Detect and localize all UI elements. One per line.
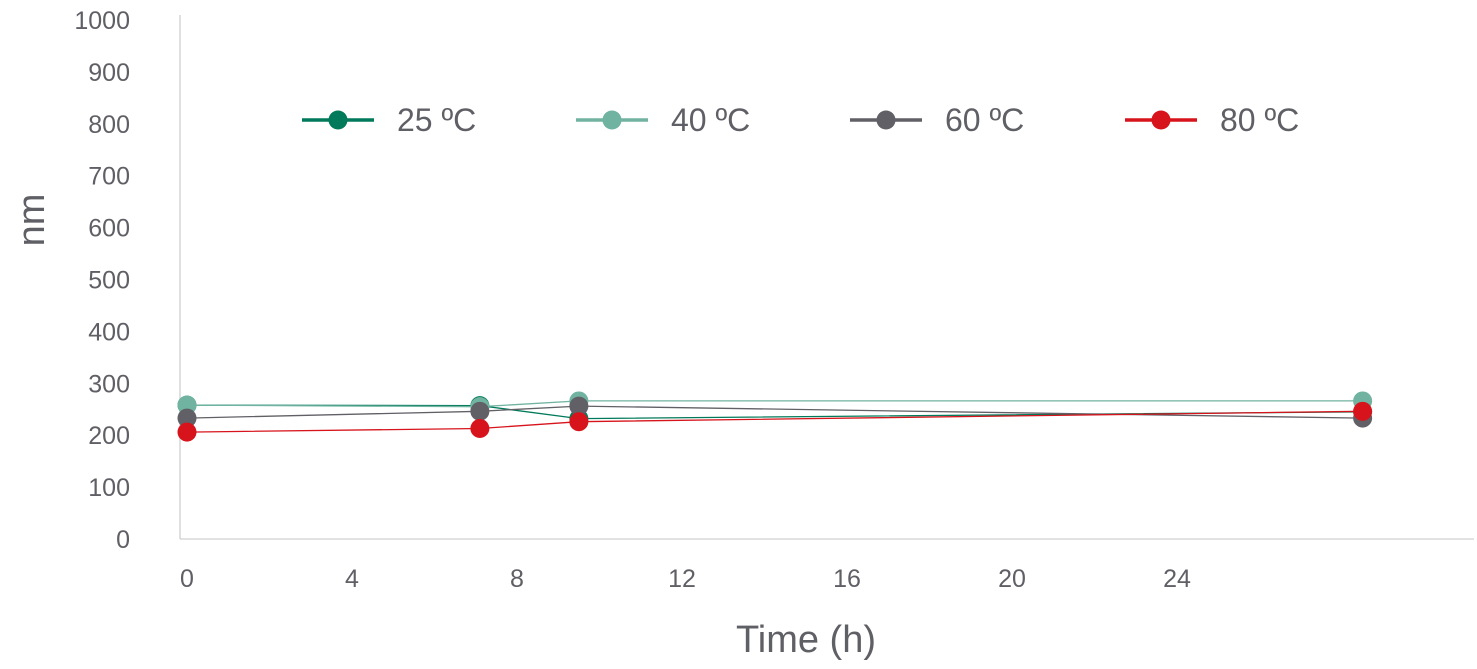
x-tick-label: 4 <box>345 565 359 593</box>
y-tick-label: 100 <box>88 474 130 502</box>
series-line <box>186 404 1363 420</box>
legend-item: 25 ºC <box>302 102 476 138</box>
legend-marker <box>328 110 348 130</box>
legend-item: 80 ºC <box>1125 102 1299 138</box>
legend-label: 60 ºC <box>945 102 1024 138</box>
data-point <box>569 412 589 432</box>
data-point <box>470 401 490 421</box>
series-2 <box>177 391 1373 417</box>
x-tick-label: 12 <box>668 565 696 593</box>
y-tick-label: 0 <box>116 526 130 554</box>
x-tick-label: 20 <box>998 565 1026 593</box>
legend-marker <box>602 110 622 130</box>
series-line <box>186 405 1363 419</box>
x-tick-label: 0 <box>180 565 194 593</box>
y-tick-label: 200 <box>88 422 130 450</box>
tick-labels: 0 100 200 300 400 500 600 700 800 900 1000 0 4 8 12 16 2… <box>74 7 1191 593</box>
y-tick-label: 500 <box>88 267 130 295</box>
axes <box>179 15 1474 540</box>
y-axis-title: nm <box>11 194 53 247</box>
x-axis-title: Time (h) <box>736 619 876 661</box>
legend-label: 25 ºC <box>397 102 476 138</box>
legend-label: 40 ºC <box>671 102 750 138</box>
y-tick-label: 600 <box>88 215 130 243</box>
legend-marker <box>1151 110 1171 130</box>
data-point <box>1353 401 1373 421</box>
data-point <box>569 396 589 416</box>
legend-label: 80 ºC <box>1220 102 1299 138</box>
series-lines <box>177 391 1373 442</box>
y-tick-label: 700 <box>88 163 130 191</box>
y-tick-label: 800 <box>88 111 130 139</box>
y-tick-label: 900 <box>88 59 130 87</box>
x-tick-label: 16 <box>833 565 861 593</box>
series-4 <box>177 401 1373 442</box>
legend: 25 ºC 40 ºC 60 ºC 80 ºC <box>302 102 1299 138</box>
legend-marker <box>876 110 896 130</box>
data-point <box>177 422 197 442</box>
data-point <box>470 418 490 438</box>
y-tick-label: 1000 <box>74 7 130 35</box>
series-line <box>186 410 1363 433</box>
y-tick-label: 300 <box>88 370 130 398</box>
legend-item: 60 ºC <box>850 102 1024 138</box>
y-tick-label: 400 <box>88 318 130 346</box>
legend-item: 40 ºC <box>576 102 750 138</box>
x-tick-label: 24 <box>1163 565 1191 593</box>
x-tick-label: 8 <box>510 565 524 593</box>
series-line <box>186 400 1363 408</box>
data-point <box>177 408 197 428</box>
